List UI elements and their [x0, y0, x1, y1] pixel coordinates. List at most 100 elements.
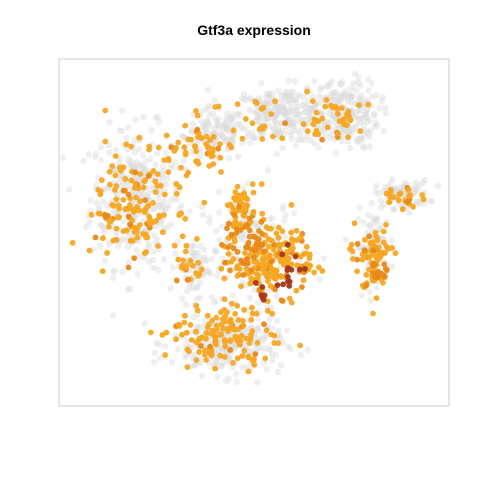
expressing-cell-point — [159, 332, 166, 338]
background-cell-point — [288, 131, 295, 139]
background-cell-point — [268, 215, 276, 222]
background-cell-point — [276, 107, 284, 115]
background-cell-point — [359, 142, 366, 150]
background-cell-point — [355, 107, 362, 114]
background-cell-point — [325, 110, 332, 117]
expressing-cell-point — [141, 209, 148, 216]
background-cell-point — [353, 122, 360, 129]
expressing-cell-point — [161, 212, 167, 219]
background-cell-point — [93, 181, 100, 189]
background-cell-point — [117, 154, 124, 162]
background-cell-point — [274, 129, 281, 136]
expressing-cell-point — [297, 234, 304, 241]
background-cell-point — [240, 185, 247, 192]
background-cell-point — [274, 128, 282, 135]
expressing-cell-point — [338, 105, 345, 111]
background-cell-point — [152, 114, 160, 121]
background-cell-point — [106, 149, 113, 156]
background-cell-point — [318, 85, 326, 92]
expressing-cell-point — [259, 210, 266, 217]
background-cell-point — [278, 102, 285, 109]
background-cell-point — [292, 114, 299, 121]
background-cell-point — [274, 104, 281, 112]
background-cell-point — [348, 127, 355, 134]
background-cell-point — [194, 249, 201, 256]
background-cell-point — [216, 130, 224, 137]
background-cell-point — [278, 105, 285, 112]
expressing-cell-point — [299, 284, 305, 290]
expressing-cell-point — [230, 127, 237, 134]
background-cell-point — [191, 250, 198, 257]
background-cell-point — [118, 127, 126, 135]
background-cell-point — [358, 115, 365, 122]
background-cell-point — [238, 232, 245, 239]
background-cell-point — [101, 257, 109, 264]
background-cell-point — [276, 130, 283, 137]
background-cell-point — [169, 264, 176, 271]
background-cell-point — [338, 92, 346, 99]
background-cell-point — [114, 191, 121, 198]
expressing-cell-point — [218, 265, 225, 272]
expressing-cell-point — [261, 248, 267, 255]
expressing-cell-point — [178, 164, 184, 171]
background-cell-point — [132, 116, 139, 123]
expressing-cell-point — [192, 143, 198, 149]
expressing-cell-point — [193, 302, 200, 309]
expressing-cell-point — [212, 334, 218, 341]
background-cell-point — [218, 125, 226, 132]
background-cell-point — [295, 111, 302, 118]
background-cell-point — [362, 111, 369, 118]
background-cell-point — [280, 91, 288, 98]
expressing-cell-point — [207, 343, 213, 350]
background-cell-point — [119, 268, 126, 276]
expressing-cell-point — [278, 274, 285, 280]
expressing-cell-point — [109, 163, 116, 170]
expressing-cell-point — [399, 206, 406, 213]
background-cell-point — [290, 118, 298, 126]
expressing-cell-point — [341, 116, 348, 122]
background-cell-point — [281, 233, 289, 240]
expressing-cell-point — [134, 234, 141, 241]
expressing-cell-point — [203, 330, 210, 336]
background-cell-point — [261, 110, 268, 117]
expressing-cell-point — [222, 343, 229, 350]
background-cell-point — [299, 126, 306, 133]
background-cell-point — [218, 131, 226, 139]
background-cell-point — [350, 80, 357, 87]
background-cell-point — [206, 219, 213, 226]
background-cell-point — [290, 123, 298, 130]
expressing-cell-point — [215, 145, 222, 152]
expressing-cell-point — [323, 97, 330, 103]
expressing-cell-point — [304, 128, 311, 135]
background-cell-point — [230, 114, 237, 121]
expressing-cell-point — [126, 202, 133, 208]
background-cell-point — [254, 116, 261, 123]
background-cell-point — [336, 125, 343, 132]
expressing-cell-point — [246, 340, 253, 346]
background-cell-point — [203, 257, 210, 265]
expressing-cell-point — [209, 152, 216, 159]
background-cell-point — [272, 119, 279, 126]
background-cell-point — [365, 87, 372, 94]
background-cell-point — [203, 118, 210, 125]
background-cell-point — [328, 89, 336, 97]
expressing-cell-point — [279, 228, 286, 235]
background-cell-point — [143, 158, 150, 165]
background-cell-point — [316, 276, 324, 283]
background-cell-point — [241, 96, 248, 103]
expressing-cell-point — [175, 139, 182, 146]
expressing-cell-point — [225, 220, 232, 227]
background-cell-point — [254, 114, 261, 121]
background-cell-point — [283, 113, 290, 120]
background-cell-point — [106, 119, 113, 126]
background-cell-point — [111, 267, 118, 275]
background-cell-point — [355, 79, 362, 87]
expressing-cell-point — [260, 125, 266, 132]
background-cell-point — [191, 242, 198, 249]
background-cell-point — [273, 111, 280, 118]
expressing-cell-point — [132, 180, 139, 187]
expressing-cell-point — [246, 227, 253, 234]
expressing-cell-point — [125, 213, 132, 220]
expressing-cell-point — [249, 328, 256, 334]
expressing-cell-point — [270, 246, 277, 253]
